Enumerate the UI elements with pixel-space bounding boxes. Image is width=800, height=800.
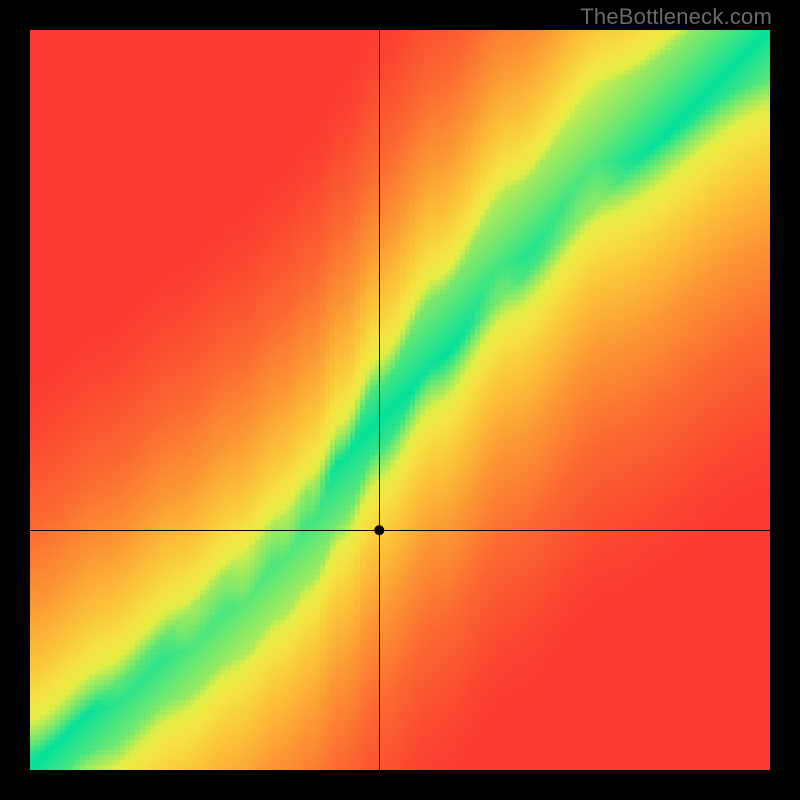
watermark-label: TheBottleneck.com [580,4,772,30]
bottleneck-heatmap [30,30,770,770]
chart-frame: TheBottleneck.com [0,0,800,800]
plot-container [30,30,770,770]
